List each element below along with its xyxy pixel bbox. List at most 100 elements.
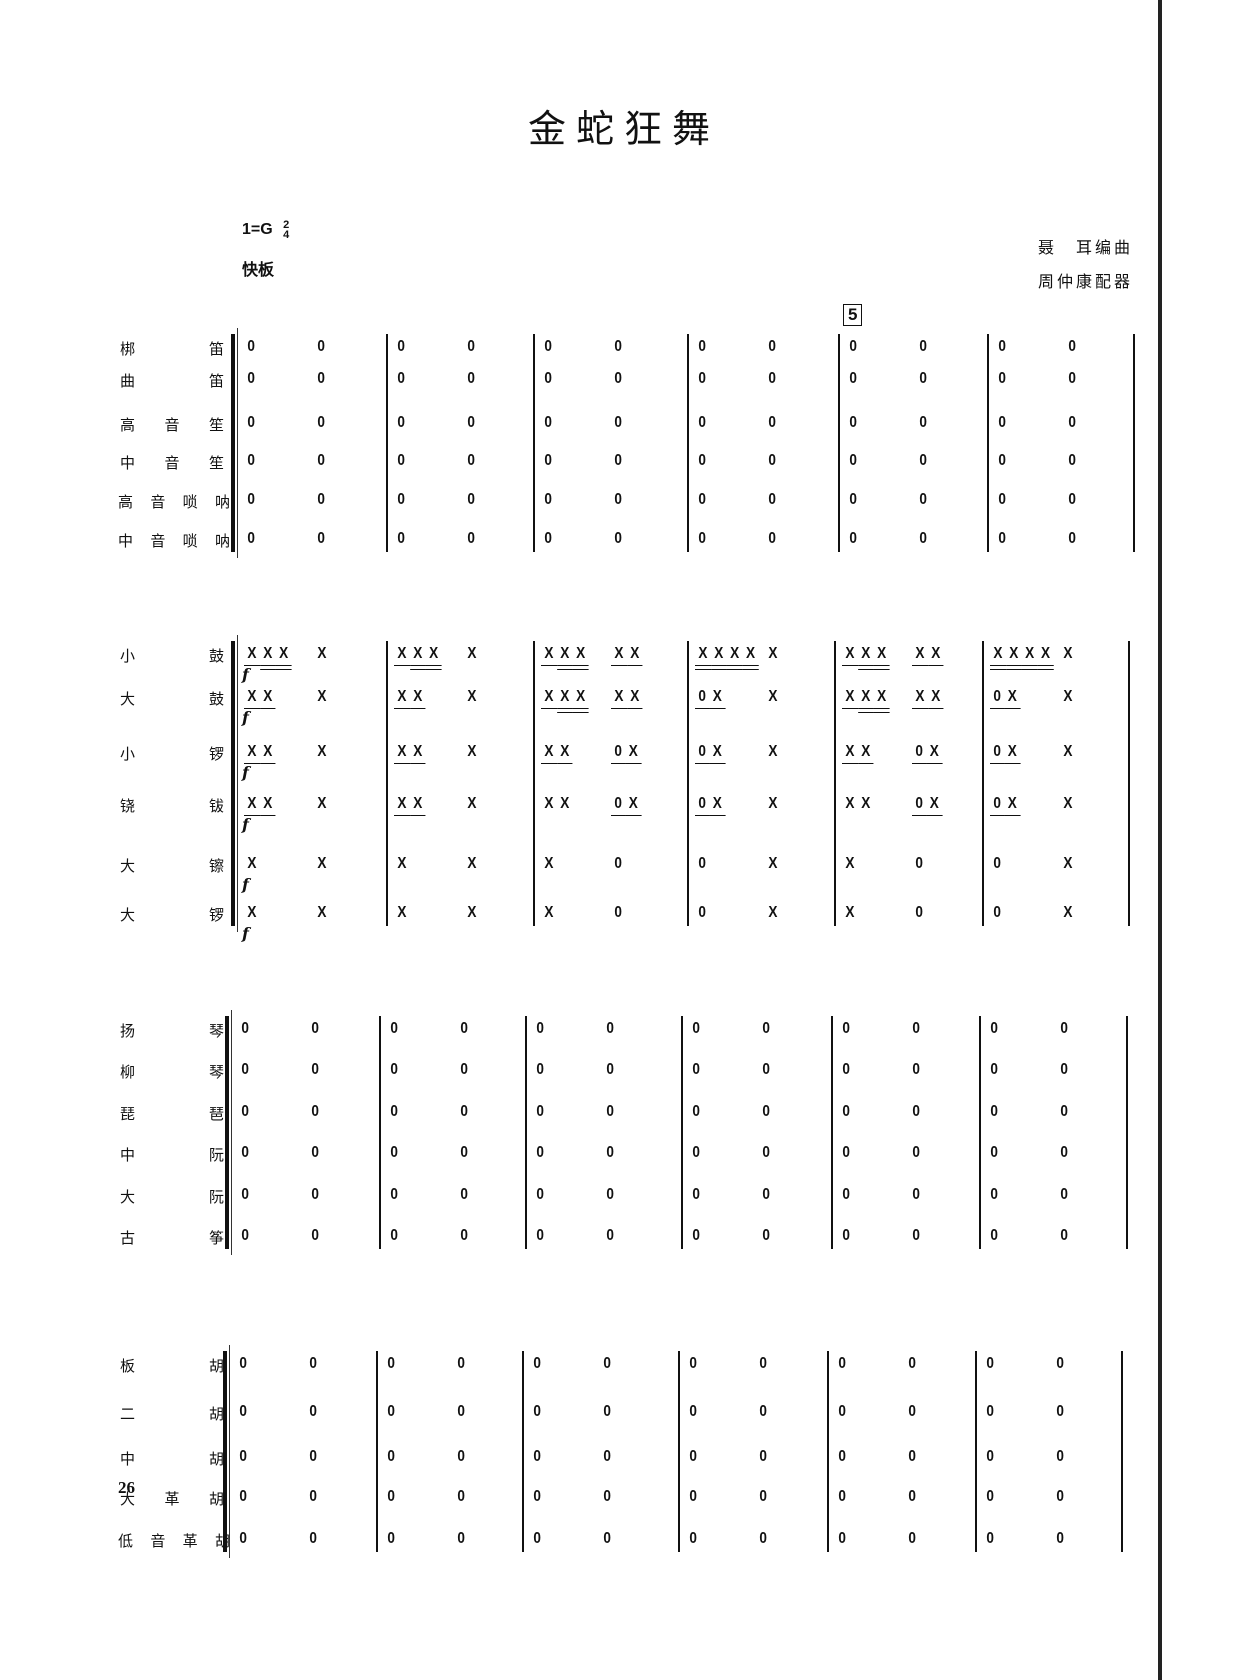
rest-note: 0: [614, 530, 622, 547]
rest-note: 0: [457, 1448, 465, 1465]
rest-note: 0: [698, 370, 706, 387]
beat: 0: [695, 452, 709, 472]
rest-note: 0: [460, 1103, 468, 1120]
beat: 0: [765, 452, 779, 472]
rest-note: 0: [759, 1355, 767, 1372]
instrument-label: 低音革胡: [118, 1533, 230, 1550]
group-bracket-line: [229, 1345, 230, 1558]
rest-note: 0: [1068, 530, 1076, 547]
beat: 0: [454, 1355, 468, 1375]
beat: 0: [905, 1403, 919, 1423]
rest-note: 0: [759, 1488, 767, 1505]
rest-note: 0: [467, 338, 475, 355]
beat: 0: [846, 370, 860, 390]
rest-note: 0: [689, 1448, 697, 1465]
beat: 0: [686, 1530, 700, 1550]
rest-note: 0: [397, 452, 405, 469]
beat: 0: [314, 491, 328, 511]
hit-note: X: [1063, 795, 1073, 812]
rest-note: 0: [689, 1355, 697, 1372]
rest-note: 0: [849, 414, 857, 431]
beat: 0: [990, 904, 1004, 924]
beat: 0: [308, 1103, 322, 1123]
barline: [1133, 334, 1135, 552]
beat: 0: [454, 1488, 468, 1508]
rest-note: 0: [993, 904, 1001, 921]
beat: 0: [1053, 1403, 1067, 1423]
hit-note: X: [927, 688, 944, 709]
score-title: 金蛇狂舞: [527, 107, 720, 151]
beat: 0: [533, 1186, 547, 1206]
beat: X: [244, 855, 260, 875]
rest-note: 0: [990, 1020, 998, 1037]
beat: 0: [916, 491, 930, 511]
beat: 0: [236, 1530, 250, 1550]
hit-note: X: [768, 855, 778, 872]
rest-note: 0: [849, 530, 857, 547]
dynamic-marking: f: [242, 875, 249, 894]
beat: 0: [244, 491, 258, 511]
rest-note: 0: [397, 370, 405, 387]
hit-note: X: [560, 795, 570, 812]
hit-note: X: [709, 795, 726, 816]
beat: 0: [983, 1403, 997, 1423]
hit-note: X: [541, 645, 557, 666]
beat: X: [394, 855, 410, 875]
rest-note: 0: [908, 1403, 916, 1420]
beat: 0: [611, 370, 625, 390]
rest-note: 0: [397, 530, 405, 547]
beat: 0: [695, 414, 709, 434]
beat: 0: [533, 1103, 547, 1123]
hit-note: X: [556, 743, 573, 764]
rest-note: 0: [467, 452, 475, 469]
hit-note: X: [397, 904, 407, 921]
rest-note: 0: [467, 370, 475, 387]
beat: 0: [1053, 1488, 1067, 1508]
rest-note: 0: [311, 1186, 319, 1203]
beat: 0: [916, 452, 930, 472]
rest-note: 0: [317, 491, 325, 508]
rest-note: 0: [457, 1530, 465, 1547]
rest-note: 0: [309, 1530, 317, 1547]
beat: X: [314, 855, 330, 875]
beat: 0: [306, 1488, 320, 1508]
beat: 0: [995, 530, 1009, 550]
beat: X: [464, 743, 480, 763]
hit-note: X: [857, 645, 874, 670]
beat: 0: [983, 1355, 997, 1375]
hit-note: X: [927, 645, 944, 666]
rest-note: 0: [768, 452, 776, 469]
hit-note: X: [544, 795, 554, 812]
beat: X: [464, 904, 480, 924]
rest-note: 0: [838, 1530, 846, 1547]
instrument-label: 梆 笛: [120, 341, 224, 358]
rest-note: 0: [247, 491, 255, 508]
rest-note: 0: [993, 855, 1001, 872]
rest-note: 0: [239, 1403, 247, 1420]
beat: 0: [686, 1448, 700, 1468]
instrument-label: 高音笙: [120, 417, 224, 434]
rest-note: 0: [849, 370, 857, 387]
rest-note: 0: [919, 370, 927, 387]
rest-note: 0: [698, 414, 706, 431]
rest-note: 0: [986, 1530, 994, 1547]
rest-note: 0: [1056, 1530, 1064, 1547]
beat: X: [1060, 645, 1076, 665]
hit-note: X: [1005, 645, 1022, 670]
rest-note: 0: [603, 1448, 611, 1465]
beat: 0: [306, 1403, 320, 1423]
beat: 0: [314, 370, 328, 390]
beat: 0: [983, 1488, 997, 1508]
beat: 0: [846, 452, 860, 472]
barline: [533, 334, 535, 552]
rest-note: 0: [606, 1227, 614, 1244]
hit-note: X: [768, 645, 778, 662]
rest-note: 0: [842, 1186, 850, 1203]
hit-note: X: [842, 743, 858, 764]
